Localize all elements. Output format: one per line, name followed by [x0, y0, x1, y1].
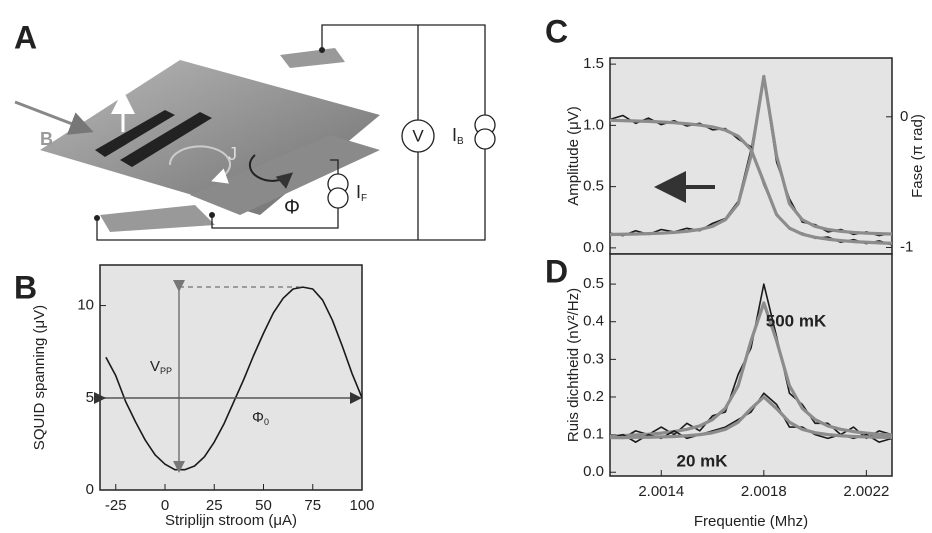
wire	[211, 159, 339, 229]
lead	[280, 48, 345, 68]
slot	[95, 110, 175, 157]
x-tick-label: 2.0014	[638, 483, 684, 500]
flux-label: Φ	[284, 196, 300, 218]
current-source	[474, 128, 496, 150]
plots: B 0 5 10 -25 0 25 50 75 100 Striplijn stroom (μA) S…	[14, 13, 926, 530]
y-tick-label: 0.5	[583, 275, 604, 292]
annotation-main: Φ	[252, 409, 264, 426]
node	[94, 215, 100, 221]
x-tick-label: 50	[255, 497, 272, 514]
node	[319, 47, 325, 53]
x-axis-title: Striplijn stroom (μA)	[165, 512, 297, 529]
panel-letter: A	[14, 19, 37, 55]
annotation-main: V	[150, 358, 160, 375]
label-main: I	[452, 125, 457, 145]
x-tick-label: 100	[349, 497, 374, 514]
series-line	[609, 118, 893, 245]
plot-area	[609, 253, 893, 477]
annotation: 20 mK	[676, 451, 728, 470]
x-tick-label: -25	[105, 497, 127, 514]
x-tick-label: 0	[161, 497, 169, 514]
series-line	[609, 283, 893, 440]
diagram-a: A B u J Φ V IB IF	[14, 19, 496, 241]
y-tick-label: 1.5	[583, 55, 604, 72]
lead	[100, 205, 215, 232]
y-tick-label: 0	[86, 481, 94, 498]
label-sub: F	[361, 193, 367, 204]
voltmeter	[401, 119, 435, 153]
label-main: I	[356, 182, 361, 202]
field-label: B	[40, 129, 53, 149]
y-tick-label: 10	[77, 297, 94, 314]
y2-tick-label: -1	[900, 238, 913, 255]
y-tick-label: 0.0	[583, 239, 604, 256]
node	[209, 212, 215, 218]
decorations	[94, 171, 715, 473]
label-sub: B	[457, 136, 464, 147]
y-tick-label: 0.2	[583, 388, 604, 405]
field-arrow	[14, 100, 94, 135]
voltmeter-label: V	[412, 126, 424, 145]
y-axis-title: Ruis dichtheid (nV²/Hz)	[565, 288, 582, 442]
y-tick-label: 0.0	[583, 463, 604, 480]
x-axis-title: Frequentie (Mhz)	[694, 513, 808, 530]
y-tick-label: 0.4	[583, 313, 604, 330]
x-tick-label: 2.0018	[741, 483, 787, 500]
y2-axis-title: Fase (π rad)	[909, 114, 926, 198]
y-tick-label: 1.0	[583, 116, 604, 133]
y-tick-label: 0.3	[583, 350, 604, 367]
panel-letter: B	[14, 269, 37, 305]
y-tick-label: 5	[86, 389, 94, 406]
y2-tick-label: 0	[900, 108, 908, 125]
current-label: J	[228, 144, 237, 164]
flux-current-label: IF	[356, 182, 367, 204]
annotation-sub: PP	[160, 366, 172, 376]
panel-letter: C	[545, 13, 568, 49]
series-line	[609, 301, 893, 438]
y-axis-title: Amplitude (μV)	[565, 106, 582, 206]
y-tick-label: 0.5	[583, 178, 604, 195]
annotation-sub: 0	[264, 417, 269, 427]
plot-area	[99, 264, 363, 491]
current-loop	[168, 145, 231, 184]
y-tick-label: 0.1	[583, 426, 604, 443]
flux-loop	[248, 154, 294, 189]
x-tick-label: 75	[304, 497, 321, 514]
series-line	[609, 74, 893, 237]
annotation: Φ0	[252, 409, 269, 427]
panel-letter: D	[545, 253, 568, 289]
series-line	[610, 395, 892, 440]
x-tick-label: 2.0022	[843, 483, 889, 500]
current-source	[327, 187, 349, 209]
y-axis-title: SQUID spanning (μV)	[31, 305, 48, 450]
bias-current-label: IB	[452, 125, 464, 147]
annotation: VPP	[150, 358, 172, 376]
motion-label: u	[88, 86, 99, 106]
annotation: 500 mK	[766, 311, 827, 330]
slot	[120, 112, 212, 167]
x-tick-label: 25	[206, 497, 223, 514]
